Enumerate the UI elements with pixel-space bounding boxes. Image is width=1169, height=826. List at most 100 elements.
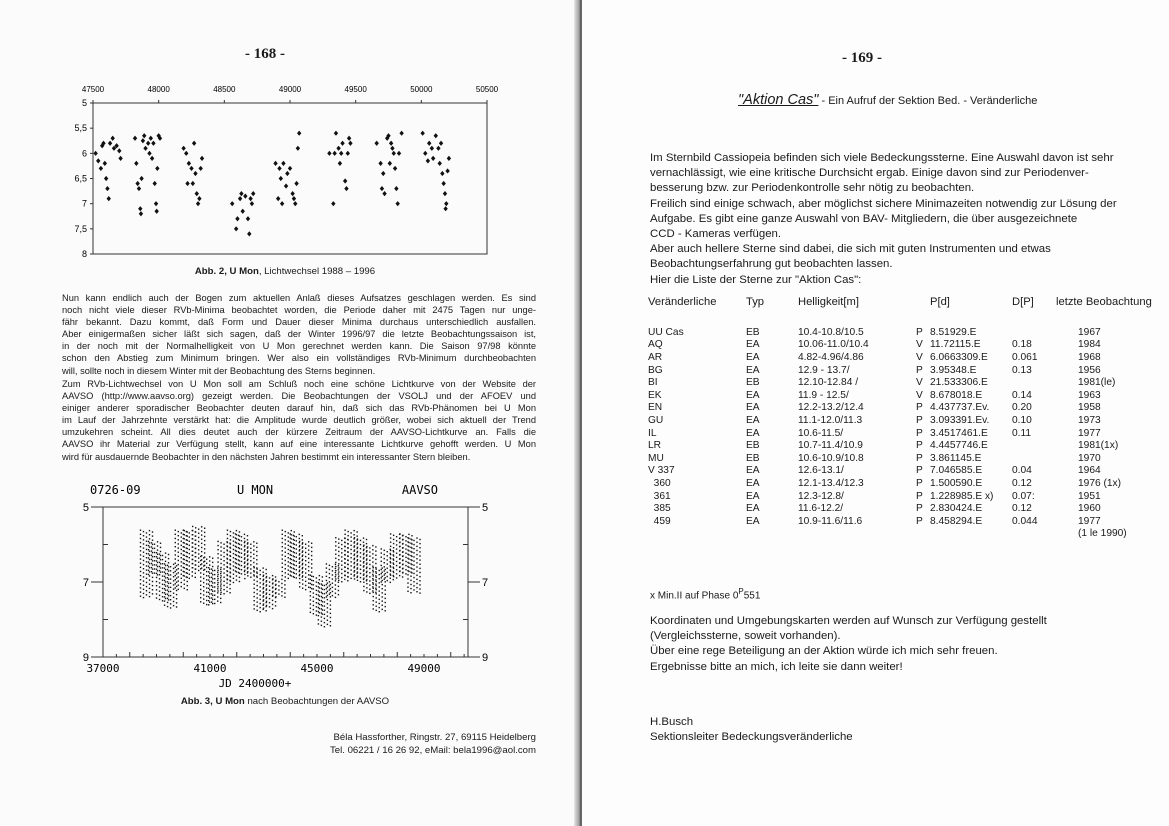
data-point [256, 575, 258, 577]
data-point [317, 586, 320, 588]
data-point [405, 536, 407, 538]
data-point [229, 592, 231, 594]
data-point [237, 551, 240, 553]
data-point [268, 597, 271, 600]
table-cell: V [916, 339, 923, 351]
data-point [166, 593, 169, 595]
data-point [188, 540, 190, 542]
data-point [402, 571, 404, 574]
data-point [259, 578, 261, 580]
y-tick-label: 6 [82, 148, 87, 158]
table-cell: EN [648, 402, 663, 414]
data-point [369, 551, 371, 553]
data-point [244, 540, 246, 543]
data-point [375, 601, 377, 603]
data-point [155, 580, 158, 583]
data-point [321, 592, 324, 595]
data-point [220, 579, 222, 581]
data-point [359, 568, 362, 571]
data-point [166, 585, 169, 587]
data-point [247, 550, 249, 552]
data-point [163, 579, 166, 582]
data-point [262, 575, 264, 578]
data-point [237, 559, 240, 561]
data-point [211, 598, 214, 601]
data-point [317, 594, 320, 596]
data-point [407, 578, 409, 580]
data-point [372, 565, 374, 567]
data-point [381, 567, 383, 569]
data-point [359, 543, 362, 546]
data-point [265, 596, 268, 598]
data-point [220, 593, 222, 595]
data-point [389, 541, 392, 543]
data-point [220, 583, 222, 585]
author-role: Sektionsleiter Bedeckungsveränderliche [650, 731, 853, 744]
data-point [326, 590, 329, 593]
data-point [199, 597, 202, 599]
data-point [177, 580, 179, 582]
data-point [253, 567, 255, 569]
data-point [292, 555, 294, 557]
data-point [284, 580, 286, 582]
data-point [172, 600, 175, 603]
data-point [175, 569, 178, 571]
data-point [175, 589, 178, 592]
data-point [392, 570, 394, 573]
data-point [410, 571, 412, 573]
data-point [182, 558, 184, 560]
data-point [315, 614, 318, 616]
data-point [229, 542, 231, 544]
data-point [389, 533, 392, 535]
table-cell: EA [746, 402, 760, 414]
data-point [259, 606, 261, 609]
data-point [244, 569, 246, 572]
data-point [238, 560, 241, 562]
table-cell: 4.4457746.E [930, 440, 988, 452]
data-point [147, 549, 150, 551]
data-point [151, 568, 154, 570]
data-point [237, 542, 240, 545]
data-point [301, 543, 303, 545]
data-point [156, 133, 161, 139]
table-row: IL EA 10.6-11.5/P 3.4517461.E 0.11 1977 [648, 427, 1166, 440]
data-point [407, 574, 409, 576]
data-point [167, 595, 170, 597]
data-point [281, 558, 283, 560]
data-point [399, 570, 401, 572]
data-point [259, 582, 261, 584]
data-point [200, 526, 203, 528]
data-point [284, 530, 286, 533]
data-point [182, 546, 184, 548]
data-point [145, 569, 148, 571]
data-point [159, 567, 162, 569]
data-point [301, 566, 304, 569]
data-point [298, 544, 301, 547]
data-point [202, 594, 205, 596]
data-point [334, 580, 337, 582]
data-point [265, 604, 268, 607]
data-point [271, 591, 274, 593]
table-row: EK EA 11.9 - 12.5/V 8.678018.E 0.14 1963 [648, 389, 1166, 402]
data-point [220, 562, 222, 565]
data-point [338, 554, 340, 557]
data-point [372, 579, 374, 581]
data-point [312, 596, 315, 598]
data-point [298, 570, 300, 573]
data-point [153, 551, 156, 554]
data-point [334, 576, 337, 578]
data-point [164, 552, 167, 554]
data-point [147, 553, 150, 555]
data-point [384, 589, 386, 591]
data-point [383, 566, 385, 568]
data-point [389, 573, 391, 575]
data-point [145, 590, 148, 592]
data-point [244, 577, 246, 580]
data-point [287, 561, 289, 563]
data-point [240, 564, 243, 567]
data-point [226, 554, 229, 556]
data-point [197, 549, 200, 551]
data-point [321, 601, 324, 603]
data-point [185, 551, 187, 553]
text-line: fähr bekannt. Dazu kommt, daß Form und D… [62, 317, 536, 328]
